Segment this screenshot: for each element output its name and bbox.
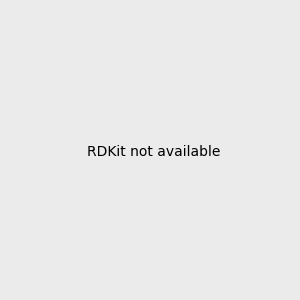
Text: RDKit not available: RDKit not available <box>87 145 220 158</box>
